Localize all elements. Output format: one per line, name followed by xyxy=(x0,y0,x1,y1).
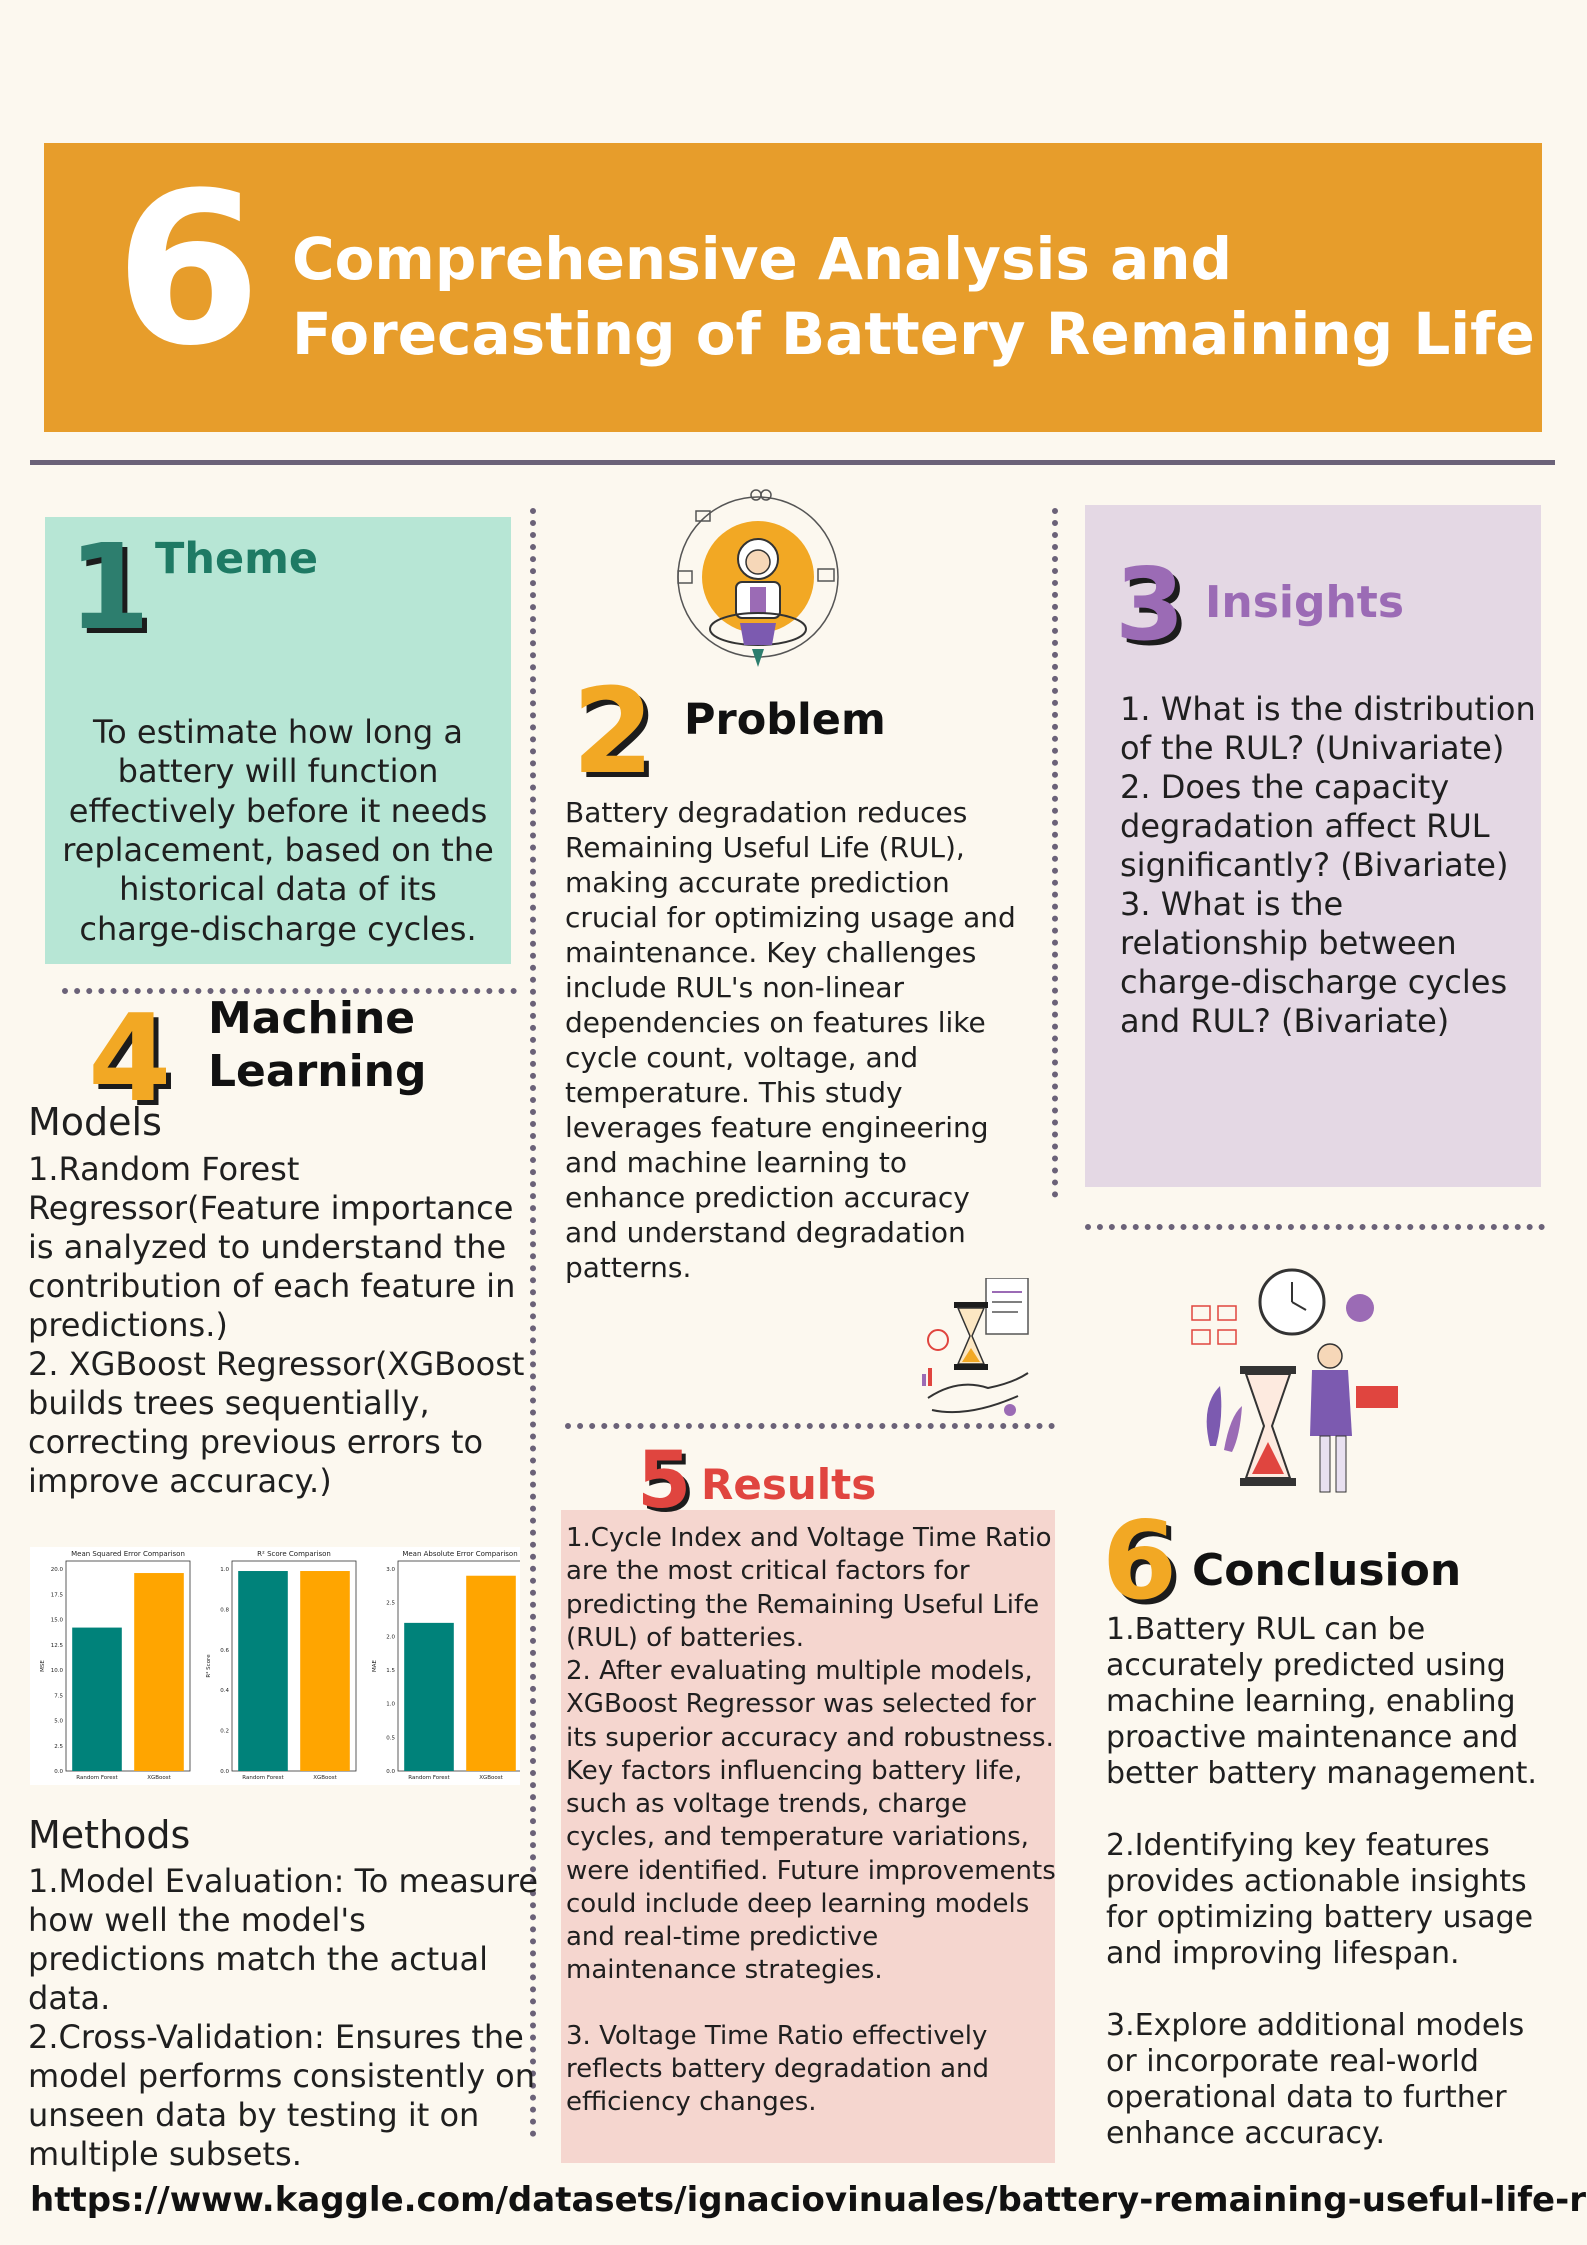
horizontal-divider-theme xyxy=(62,988,517,994)
x-tick-label: XGBoost xyxy=(479,1775,503,1781)
conclusion-item: 1.Battery RUL can be accurately predicte… xyxy=(1106,1612,1537,1791)
models-heading: Models xyxy=(28,1100,162,1144)
bar xyxy=(72,1627,122,1771)
y-tick-label: 2.5 xyxy=(54,1744,63,1750)
y-tick-label: 10.0 xyxy=(51,1668,64,1674)
problem-text: Battery degradation reduces Remaining Us… xyxy=(565,796,1016,1284)
bar xyxy=(466,1575,516,1771)
conclusion-list: 1.Battery RUL can be accurately predicte… xyxy=(1106,1612,1546,2152)
y-tick-label: 0.8 xyxy=(220,1607,229,1613)
y-tick-label: 0.0 xyxy=(54,1769,63,1775)
vertical-divider-right xyxy=(1052,508,1058,1198)
result-item: 1.Cycle Index and Voltage Time Ratio are… xyxy=(566,1523,1052,1653)
theme-text: To estimate how long a battery will func… xyxy=(62,713,494,948)
header-divider xyxy=(30,460,1555,465)
y-tick-label: 15.0 xyxy=(51,1618,64,1624)
bar xyxy=(238,1571,288,1771)
chart-frame xyxy=(397,1560,520,1772)
page-title: Comprehensive Analysis and Forecasting o… xyxy=(292,222,1535,373)
y-tick-label: 1.0 xyxy=(220,1567,229,1573)
chart-title: Mean Absolute Error Comparison xyxy=(402,1550,517,1558)
x-tick-label: XGBoost xyxy=(147,1775,171,1781)
problem-heading: Problem xyxy=(684,695,886,745)
y-tick-label: 0.4 xyxy=(220,1688,229,1694)
bar xyxy=(404,1622,454,1771)
chart-frame xyxy=(231,1560,357,1772)
horizontal-divider-insights xyxy=(1085,1224,1545,1230)
title-line-1: Comprehensive Analysis and xyxy=(292,225,1233,293)
results-box xyxy=(561,1510,1055,2163)
bar xyxy=(134,1573,184,1771)
result-item: 3. Voltage Time Ratio effectively reflec… xyxy=(566,2020,989,2118)
y-tick-label: 5.0 xyxy=(54,1719,63,1725)
conclusion-number: 6 xyxy=(1102,1499,1178,1624)
insight-item: 1. What is the distribution of the RUL? … xyxy=(1120,690,1536,768)
model-comparison-charts: Mean Squared Error Comparison 0.0 2.5 5.0 7.… xyxy=(30,1547,520,1785)
conclusion-item: 2.Identifying key features provides acti… xyxy=(1106,1828,1534,1971)
header-number: 6 xyxy=(115,147,262,392)
ml-heading-line-2: Learning xyxy=(208,1045,427,1097)
results-heading: Results xyxy=(701,1460,877,1509)
y-axis-label: MSE xyxy=(40,1660,46,1672)
theme-box xyxy=(45,517,511,964)
chart-title: R² Score Comparison xyxy=(257,1550,331,1558)
theme-heading: Theme xyxy=(155,534,319,584)
y-tick-label: 7.5 xyxy=(54,1693,63,1699)
methods-heading: Methods xyxy=(28,1813,191,1857)
chart-title: Mean Squared Error Comparison xyxy=(71,1550,185,1558)
results-number: 5 xyxy=(637,1436,692,1526)
y-tick-label: 12.5 xyxy=(51,1643,64,1649)
y-tick-label: 20.0 xyxy=(51,1567,64,1573)
problem-number: 2 xyxy=(572,662,655,800)
conclusion-item: 3.Explore additional models or incorpora… xyxy=(1106,2008,1525,2151)
insights-list: 1. What is the distribution of the RUL? … xyxy=(1120,690,1540,1041)
dataset-link[interactable]: https://www.kaggle.com/datasets/ignaciov… xyxy=(30,2180,1587,2220)
y-tick-label: 0.2 xyxy=(220,1729,229,1735)
insights-heading: Insights xyxy=(1205,577,1405,628)
insight-item: 3. What is the relationship between char… xyxy=(1120,885,1508,1041)
y-axis-label: R² Score xyxy=(205,1654,212,1678)
vertical-divider-left xyxy=(530,508,536,2138)
horizontal-divider-problem xyxy=(565,1423,1055,1429)
ml-heading: Machine Learning xyxy=(208,993,427,1099)
theme-number: 1 xyxy=(68,518,151,656)
y-tick-label: 0.0 xyxy=(386,1769,395,1775)
method-item: 1.Model Evaluation: To measure how well … xyxy=(28,1862,538,2018)
x-tick-label: Random Forest xyxy=(76,1775,118,1781)
y-tick-label: 0.0 xyxy=(220,1769,229,1775)
y-tick-label: 0.6 xyxy=(220,1648,229,1654)
x-tick-label: Random Forest xyxy=(408,1775,450,1781)
results-list: 1.Cycle Index and Voltage Time Ratio are… xyxy=(566,1522,1056,2120)
ml-heading-line-1: Machine xyxy=(208,993,416,1044)
hourglass-person-illustration xyxy=(1191,1268,1398,1493)
method-item: 2.Cross-Validation: Ensures the model pe… xyxy=(28,2018,536,2174)
person-circle-illustration xyxy=(677,489,839,667)
y-tick-label: 2.5 xyxy=(386,1601,395,1607)
insights-number: 3 xyxy=(1115,546,1185,663)
x-tick-label: XGBoost xyxy=(313,1775,337,1781)
y-tick-label: 0.5 xyxy=(386,1735,395,1741)
insight-item: 2. Does the capacity degradation affect … xyxy=(1120,768,1509,885)
bar xyxy=(300,1571,350,1771)
conclusion-heading: Conclusion xyxy=(1192,1545,1462,1596)
y-tick-label: 17.5 xyxy=(51,1592,64,1598)
model-item: 1.Random Forest Regressor(Feature import… xyxy=(28,1150,516,1345)
y-tick-label: 3.0 xyxy=(386,1567,395,1573)
model-item: 2. XGBoost Regressor(XGBoost builds tree… xyxy=(28,1345,525,1501)
ml-number: 4 xyxy=(88,990,172,1129)
result-item: 2. After evaluating multiple models, XGB… xyxy=(566,1656,1056,1986)
x-tick-label: Random Forest xyxy=(242,1775,284,1781)
y-tick-label: 1.0 xyxy=(386,1702,395,1708)
insights-box xyxy=(1085,505,1541,1187)
y-axis-label: MAE xyxy=(372,1659,378,1672)
header-banner xyxy=(44,143,1542,432)
chart-frame xyxy=(65,1560,191,1772)
methods-list: 1.Model Evaluation: To measure how well … xyxy=(28,1862,538,2174)
hourglass-hand-illustration xyxy=(922,1278,1029,1416)
models-list: 1.Random Forest Regressor(Feature import… xyxy=(28,1150,528,1501)
y-tick-label: 1.5 xyxy=(386,1668,395,1674)
y-tick-label: 2.0 xyxy=(386,1634,395,1640)
title-line-2: Forecasting of Battery Remaining Life xyxy=(292,300,1535,369)
